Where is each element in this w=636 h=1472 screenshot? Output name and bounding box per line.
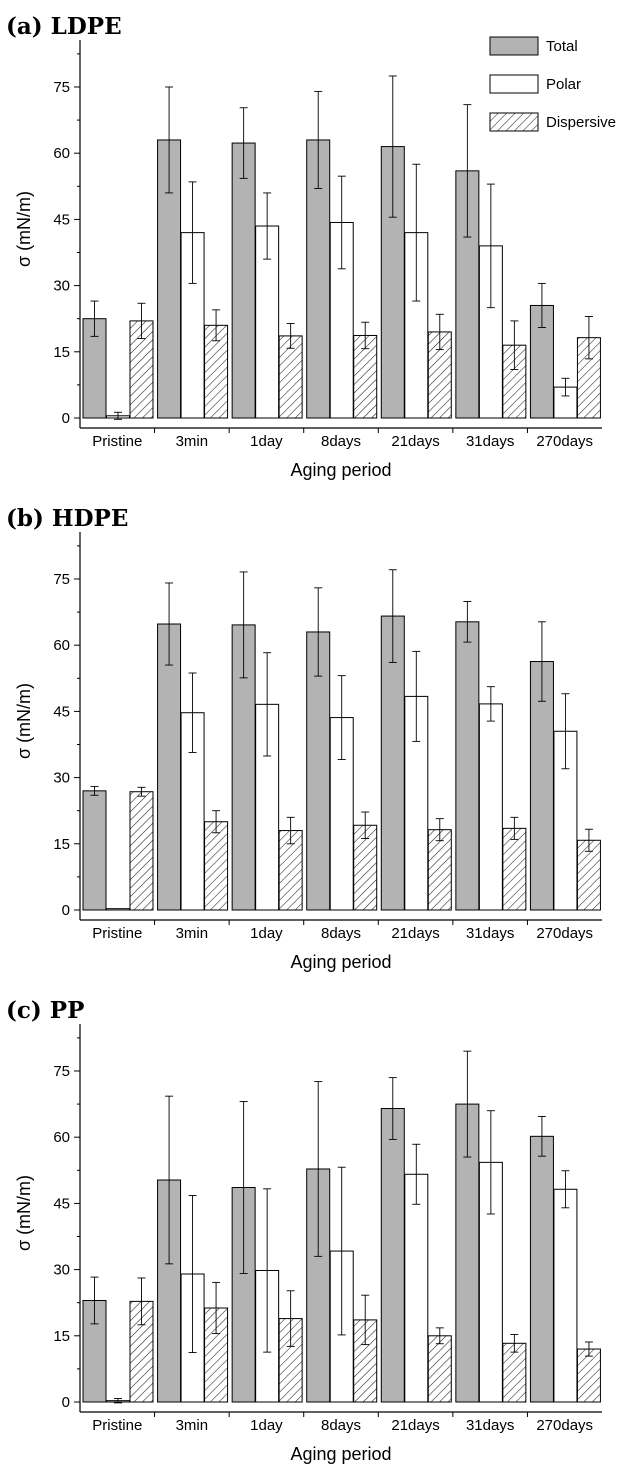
bar-total <box>529 1135 554 1403</box>
chart-panel-3: (c) PP 0 15 30 45 60 75 Pristine 3min 1day 8days 21… <box>6 997 602 1464</box>
x-tick-label: 1day <box>250 925 283 942</box>
y-axis-label: σ (mN/m) <box>14 1175 34 1251</box>
y-tick-label: 75 <box>53 571 70 588</box>
y-tick-label: 0 <box>62 1394 70 1411</box>
legend-label-polar: Polar <box>546 76 581 93</box>
bar-dispersive <box>502 827 527 911</box>
panel-title: (b) HDPE <box>6 505 128 532</box>
y-tick-label: 15 <box>53 344 70 361</box>
y-tick-label: 45 <box>53 1195 70 1212</box>
x-axis-label: Aging period <box>290 460 391 480</box>
chart-panel-2: (b) HDPE 0 15 30 45 60 75 Pristine 3min 1day 8days… <box>6 505 602 972</box>
x-tick-label: 21days <box>391 433 439 450</box>
x-tick-label: 1day <box>250 433 283 450</box>
y-tick-label: 75 <box>53 79 70 96</box>
bar-total <box>157 623 182 911</box>
x-tick-label: 8days <box>321 433 361 450</box>
bar-dispersive <box>204 821 229 911</box>
x-tick-label: 21days <box>391 925 439 942</box>
y-axis-label: σ (mN/m) <box>14 683 34 759</box>
x-tick-label: 31days <box>466 1417 514 1434</box>
bar-dispersive <box>427 829 452 911</box>
bar-total <box>455 621 480 911</box>
y-tick-label: 0 <box>62 902 70 919</box>
bar-polar <box>478 703 503 911</box>
x-tick-label: 31days <box>466 925 514 942</box>
legend-swatch-polar <box>489 74 539 94</box>
y-tick-label: 30 <box>53 278 70 295</box>
legend-swatch-total <box>489 36 539 56</box>
y-axis-label: σ (mN/m) <box>14 191 34 267</box>
y-tick-label: 60 <box>53 1129 70 1146</box>
y-tick-label: 60 <box>53 145 70 162</box>
y-tick-label: 45 <box>53 211 70 228</box>
x-tick-label: 3min <box>176 1417 209 1434</box>
x-tick-label: 270days <box>536 433 593 450</box>
y-tick-label: 75 <box>53 1063 70 1080</box>
x-tick-label: 1day <box>250 1417 283 1434</box>
x-axis-label: Aging period <box>290 952 391 972</box>
y-tick-label: 30 <box>53 1262 70 1279</box>
legend-label-total: Total <box>546 38 578 55</box>
x-tick-label: 270days <box>536 925 593 942</box>
y-tick-label: 45 <box>53 703 70 720</box>
x-tick-label: 3min <box>176 433 209 450</box>
bar-dispersive <box>427 1335 452 1403</box>
x-tick-label: 8days <box>321 1417 361 1434</box>
x-tick-label: Pristine <box>92 1417 142 1434</box>
x-tick-label: 8days <box>321 925 361 942</box>
legend-swatch-dispersive <box>489 112 539 132</box>
panel-title: (a) LDPE <box>6 13 122 40</box>
bar-polar <box>553 1188 578 1403</box>
y-tick-label: 15 <box>53 1328 70 1345</box>
chart-panel-1: (a) LDPE 0 15 30 45 60 75 Pristine 3min 1day 8days… <box>6 13 616 480</box>
y-tick-label: 30 <box>53 770 70 787</box>
bar-polar <box>106 908 130 911</box>
bar-polar <box>404 1173 429 1403</box>
bar-total <box>82 790 107 911</box>
y-tick-label: 0 <box>62 410 70 427</box>
legend-label-dispersive: Dispersive <box>546 114 616 131</box>
x-tick-label: Pristine <box>92 925 142 942</box>
x-tick-label: 270days <box>536 1417 593 1434</box>
y-tick-label: 60 <box>53 637 70 654</box>
bar-dispersive <box>576 1348 601 1403</box>
bar-total <box>380 1108 405 1403</box>
x-tick-label: 21days <box>391 1417 439 1434</box>
panel-title: (c) PP <box>6 997 84 1024</box>
x-axis-label: Aging period <box>290 1444 391 1464</box>
y-tick-label: 15 <box>53 836 70 853</box>
bar-dispersive <box>129 791 154 911</box>
bar-total <box>231 142 256 419</box>
x-tick-label: 3min <box>176 925 209 942</box>
x-tick-label: 31days <box>466 433 514 450</box>
x-tick-label: Pristine <box>92 433 142 450</box>
